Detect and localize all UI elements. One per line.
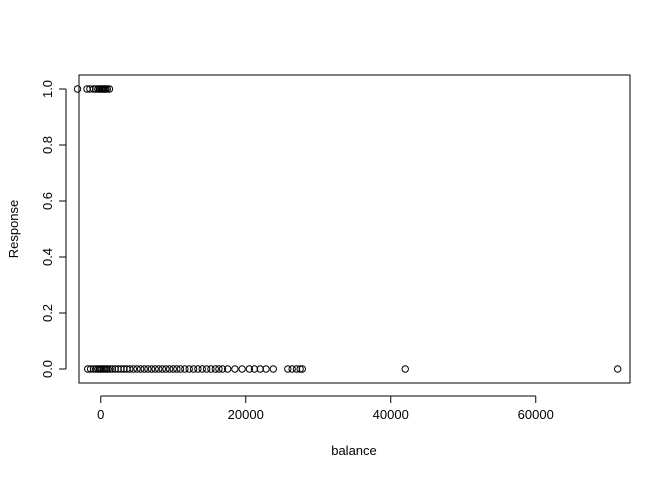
data-point (144, 365, 152, 373)
data-point (284, 365, 292, 373)
data-point (262, 365, 270, 373)
data-point (84, 365, 92, 373)
x-tick-label: 0 (97, 407, 104, 422)
data-point (181, 365, 189, 373)
data-point (89, 365, 98, 373)
y-tick-label: 0.4 (40, 248, 55, 266)
y-tick-label: 1.0 (40, 80, 55, 98)
data-point (218, 365, 227, 373)
data-point (158, 365, 167, 373)
data-point (288, 365, 296, 373)
data-point (292, 365, 301, 373)
data-points (73, 85, 622, 373)
data-point (86, 85, 94, 93)
data-point (105, 85, 114, 93)
data-point (169, 365, 177, 373)
x-axis-label: balance (331, 443, 377, 458)
data-point (189, 365, 198, 373)
data-point (133, 365, 141, 373)
plot-frame (78, 74, 631, 384)
data-point (198, 365, 206, 373)
data-point (202, 365, 211, 373)
x-tick-label: 20000 (228, 407, 264, 422)
data-point (104, 365, 112, 373)
y-tick-label: 0.2 (40, 304, 55, 322)
x-tick-label: 40000 (373, 407, 409, 422)
data-point (298, 365, 306, 373)
data-point (111, 365, 119, 373)
x-tick-label: 60000 (518, 407, 554, 422)
data-point (129, 365, 138, 373)
data-point (215, 365, 223, 373)
data-point (136, 365, 145, 373)
data-point (176, 365, 185, 373)
data-point (117, 365, 125, 373)
data-point (245, 365, 254, 373)
data-point (238, 365, 246, 373)
data-point (147, 365, 156, 373)
data-point (194, 365, 202, 373)
data-point (173, 365, 181, 373)
data-point (256, 365, 264, 373)
y-axis: 0.0 0.2 0.4 0.6 0.8 1.0 (40, 80, 67, 378)
data-point (89, 85, 98, 93)
data-point (269, 365, 277, 373)
data-point (86, 365, 95, 373)
data-point (108, 365, 117, 373)
data-point (185, 365, 193, 373)
data-point (211, 365, 220, 373)
data-point (207, 365, 215, 373)
data-point (120, 365, 128, 373)
data-point (106, 365, 114, 373)
data-point (162, 365, 170, 373)
data-point (231, 365, 239, 373)
data-point (401, 365, 409, 373)
y-tick-label: 0.6 (40, 192, 55, 210)
data-point (223, 365, 232, 373)
data-point (114, 365, 122, 373)
y-tick-label: 0.8 (40, 136, 55, 154)
data-point (155, 365, 163, 373)
y-axis-label: Response (6, 200, 21, 259)
data-point (103, 85, 111, 93)
data-point (73, 85, 82, 93)
data-point (140, 365, 148, 373)
data-point (151, 365, 159, 373)
y-tick-label: 0.0 (40, 360, 55, 378)
x-axis: 0 20000 40000 60000 (97, 395, 554, 422)
data-point (165, 365, 174, 373)
data-point (613, 365, 622, 373)
data-point (250, 365, 259, 373)
data-point (126, 365, 134, 373)
data-point (296, 365, 304, 373)
